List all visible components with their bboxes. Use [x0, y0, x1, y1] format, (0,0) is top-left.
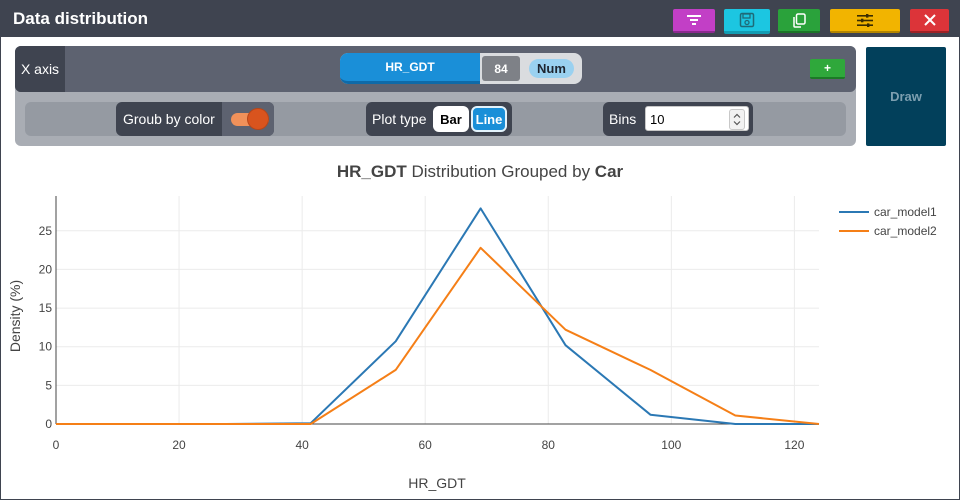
title-bar: Data distribution	[1, 1, 959, 37]
group-by-color-toggle[interactable]	[231, 108, 269, 130]
legend-label: car_model2	[874, 224, 937, 238]
y-tick-label: 20	[39, 262, 53, 276]
y-tick-label: 5	[45, 378, 52, 392]
sliders-icon	[857, 13, 873, 27]
legend-label: car_model1	[874, 205, 937, 219]
y-axis-title: Density (%)	[7, 280, 23, 352]
x-tick-label: 20	[172, 438, 186, 452]
x-tick-label: 40	[295, 438, 309, 452]
group-by-color-label: Groub by color	[123, 111, 215, 127]
bins-control: Bins 10	[603, 102, 753, 136]
x-tick-label: 80	[542, 438, 556, 452]
x-axis-title: HR_GDT	[408, 475, 466, 491]
options-row: Groub by color Plot type Bar Line Bins 1…	[25, 102, 846, 136]
filter-button[interactable]	[673, 9, 715, 33]
variable-type-badge: Num	[529, 59, 574, 78]
plot-type-label: Plot type	[372, 111, 427, 127]
variable-pill[interactable]: HR_GDT 84 Num	[340, 53, 582, 84]
bins-spinner[interactable]	[729, 109, 745, 130]
toggle-knob	[247, 108, 269, 130]
x-tick-label: 120	[784, 438, 804, 452]
bins-label: Bins	[609, 111, 637, 127]
variable-count: 84	[482, 56, 520, 81]
distribution-chart: HR_GDT Distribution Grouped by Car 0 20 40…	[7, 162, 937, 491]
y-tick-label: 10	[39, 340, 53, 354]
controls-panel: X axis HR_GDT 84 Num + Groub by color Pl…	[15, 46, 856, 146]
plot-type-line-option[interactable]: Line	[471, 106, 507, 132]
group-by-color-control: Groub by color	[116, 102, 274, 136]
x-axis-row: X axis HR_GDT 84 Num +	[15, 46, 856, 92]
copy-button[interactable]	[778, 9, 820, 33]
y-tick-label: 15	[39, 301, 53, 315]
settings-button[interactable]	[830, 9, 900, 33]
close-button[interactable]	[910, 9, 949, 33]
chart-title: HR_GDT Distribution Grouped by Car	[337, 162, 624, 181]
plot-type-bar-option[interactable]: Bar	[433, 106, 469, 132]
y-tick-label: 25	[39, 224, 53, 238]
x-tick-label: 60	[419, 438, 433, 452]
bins-value: 10	[650, 112, 665, 127]
y-tick-label: 0	[45, 417, 52, 431]
window-title: Data distribution	[13, 9, 149, 28]
x-tick-label: 100	[661, 438, 681, 452]
plot-type-control: Plot type Bar Line	[366, 102, 512, 136]
draw-button[interactable]: Draw	[866, 47, 946, 146]
series-line-car_model1	[56, 207, 819, 425]
bins-input[interactable]: 10	[645, 106, 749, 131]
series-line-car_model2	[56, 246, 820, 425]
x-tick-label: 0	[53, 438, 60, 452]
x-axis-label: X axis	[15, 46, 65, 92]
copy-icon	[792, 12, 806, 28]
save-button[interactable]	[724, 9, 770, 34]
close-icon	[923, 14, 936, 26]
variable-name[interactable]: HR_GDT	[340, 53, 480, 84]
add-variable-button[interactable]: +	[810, 59, 845, 79]
filter-icon	[687, 14, 701, 26]
save-icon	[739, 12, 755, 28]
